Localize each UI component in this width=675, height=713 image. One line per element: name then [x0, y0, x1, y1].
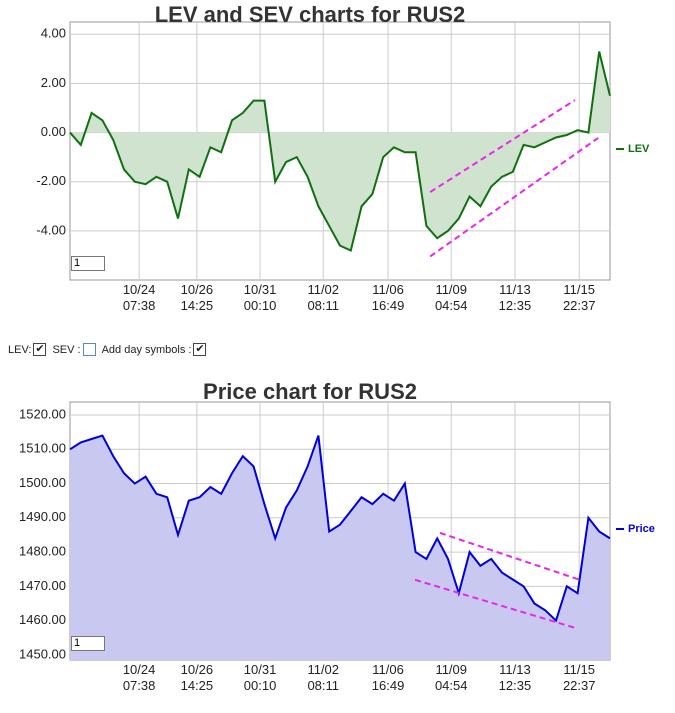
y-tick-label: 0.00	[41, 124, 66, 139]
y-tick-label: 4.00	[41, 26, 66, 41]
checkbox[interactable]	[82, 343, 96, 356]
y-tick-label: 1520.00	[19, 406, 66, 421]
legend-label: LEV	[628, 143, 650, 155]
x-tick-label: 11/06 16:49	[371, 282, 405, 313]
x-tick-label: 11/02 08:11	[307, 282, 340, 313]
x-tick-label: 11/13 12:35	[498, 662, 532, 693]
y-tick-label: -2.00	[36, 173, 66, 188]
x-tick-label: 10/24 07:38	[122, 282, 156, 313]
chart-title: LEV and SEV charts for RUS2	[155, 2, 466, 27]
checkbox[interactable]: ✔	[193, 343, 207, 356]
x-tick-label: 10/24 07:38	[122, 662, 156, 693]
x-tick-label: 11/15 22:37	[562, 662, 596, 693]
controls: LEV: ✔ SEV : Add day symbols : ✔	[8, 343, 212, 356]
area-fill	[70, 435, 610, 660]
y-tick-label: 1460.00	[19, 612, 66, 627]
series-line	[69, 51, 611, 252]
x-tick-label: 11/02 08:11	[307, 662, 340, 693]
trend-line	[414, 578, 576, 629]
x-tick-label: 10/26 14:25	[180, 282, 214, 313]
trend-line	[439, 531, 581, 581]
range-input[interactable]: 1	[71, 256, 105, 271]
chart-title: Price chart for RUS2	[203, 379, 417, 404]
x-tick-label: 11/06 16:49	[371, 662, 405, 693]
x-tick-label: 11/09 04:54	[434, 662, 468, 693]
y-tick-label: 2.00	[41, 75, 66, 90]
y-tick-label: 1500.00	[19, 475, 66, 490]
x-tick-label: 11/13 12:35	[498, 282, 532, 313]
x-tick-label: 11/15 22:37	[562, 282, 596, 313]
y-tick-label: 1470.00	[19, 578, 66, 593]
control-label: Add day symbols :	[101, 343, 192, 356]
y-tick-label: 1450.00	[19, 646, 66, 661]
y-tick-label: 1480.00	[19, 544, 66, 559]
checkbox[interactable]: ✔	[33, 343, 47, 356]
legend-label: Price	[628, 523, 655, 535]
control-label: LEV:	[8, 343, 32, 356]
x-tick-label: 11/09 04:54	[434, 282, 468, 313]
series-line	[69, 434, 611, 623]
x-tick-label: 10/26 14:25	[180, 662, 214, 693]
y-tick-label: 1510.00	[19, 441, 66, 456]
y-tick-label: -4.00	[36, 222, 66, 237]
control-label: SEV :	[52, 343, 81, 356]
range-input[interactable]: 1	[71, 636, 105, 651]
trend-line	[429, 137, 599, 258]
x-tick-label: 10/31 00:10	[243, 282, 277, 313]
trend-line	[429, 99, 576, 193]
y-tick-label: 1490.00	[19, 509, 66, 524]
x-tick-label: 10/31 00:10	[243, 662, 277, 693]
